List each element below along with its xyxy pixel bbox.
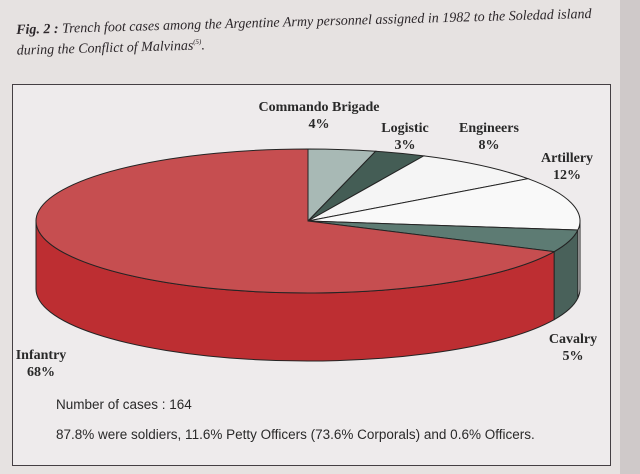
figure-number: Fig. 2 :	[16, 21, 59, 38]
percent-cavalry: 5%	[563, 349, 584, 364]
percent-commando-brigade: 4%	[309, 117, 330, 132]
pie-labels: Commando Brigade 4% Logistic 3% Engineers 8% A…	[16, 100, 597, 380]
pie-slice-artillery	[307, 178, 581, 231]
label-logistic: Logistic	[381, 121, 428, 136]
label-infantry: Infantry	[16, 348, 67, 363]
percent-artillery: 12%	[553, 168, 581, 183]
pie-top-faces	[35, 148, 581, 294]
percent-logistic: 3%	[395, 138, 416, 153]
figure-caption: Fig. 2 : Trench foot cases among the Arg…	[16, 5, 617, 59]
label-artillery: Artillery	[541, 151, 593, 166]
percent-engineers: 8%	[479, 138, 500, 153]
label-engineers: Engineers	[459, 121, 519, 136]
caption-period: .	[201, 38, 206, 54]
percent-infantry: 68%	[27, 365, 55, 380]
pie-slice-engineers	[307, 155, 530, 222]
pie-slice-infantry	[35, 148, 556, 294]
pie-chart: Commando Brigade 4% Logistic 3% Engineers 8% A…	[16, 100, 597, 380]
caption-line-1: Trench foot cases among the Argentine Ar…	[61, 6, 592, 37]
case-count: Number of cases : 164	[56, 397, 192, 412]
rank-composition: 87.8% were soldiers, 11.6% Petty Officer…	[56, 427, 535, 442]
label-cavalry: Cavalry	[549, 332, 597, 347]
chart-frame: Commando Brigade 4% Logistic 3% Engineers 8% A…	[12, 84, 611, 466]
label-commando-brigade: Commando Brigade	[259, 100, 380, 115]
caption-line-2: during the Conflict of Malvinas	[16, 38, 194, 59]
caption-reference: (5)	[193, 37, 202, 47]
